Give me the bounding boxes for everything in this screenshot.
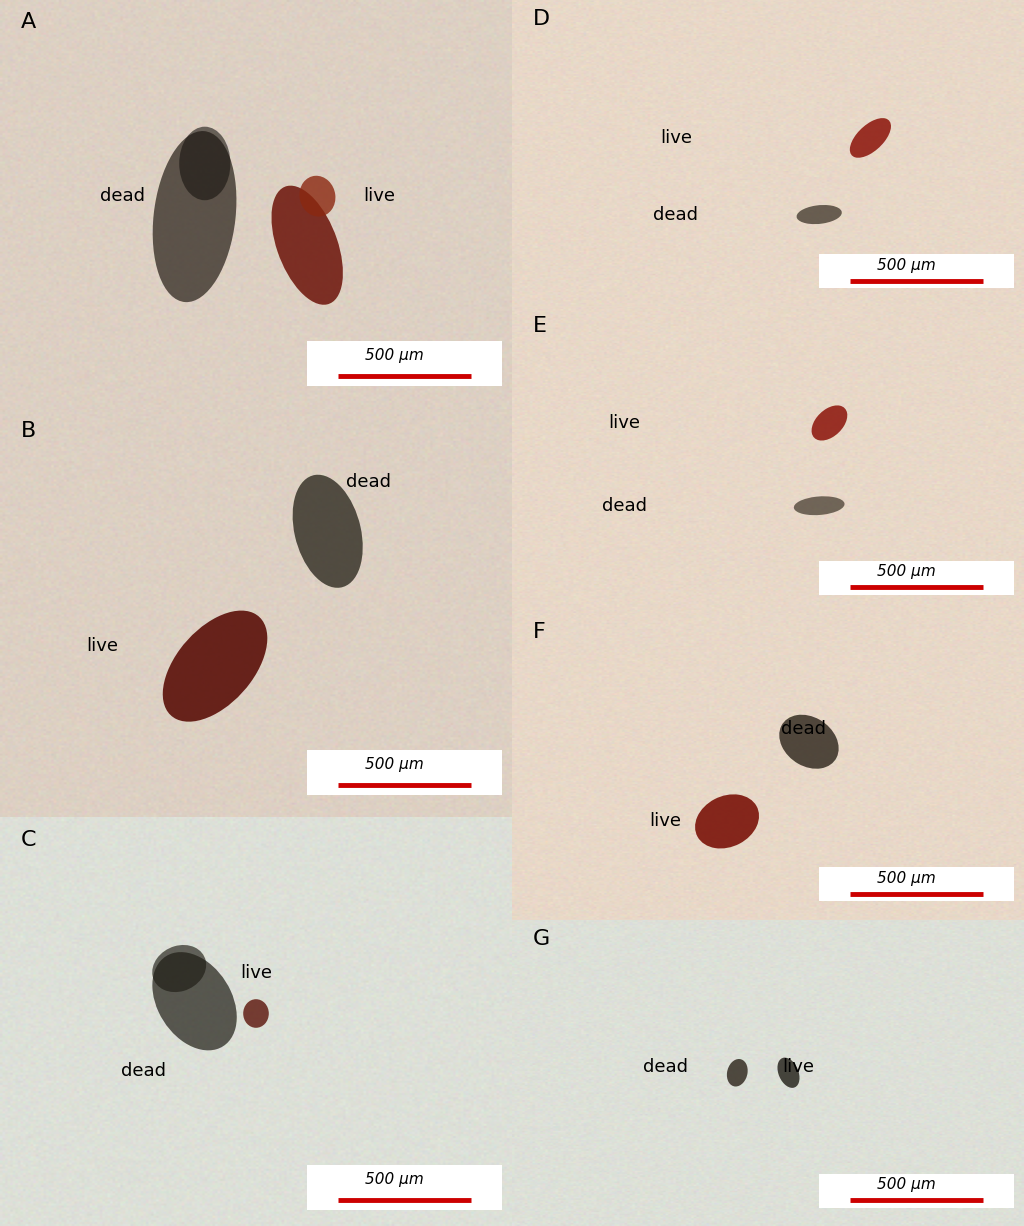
FancyBboxPatch shape: [819, 560, 1014, 595]
FancyBboxPatch shape: [307, 341, 502, 386]
Text: dead: dead: [653, 206, 698, 223]
Ellipse shape: [163, 611, 267, 722]
Text: 500 μm: 500 μm: [878, 564, 936, 579]
Text: D: D: [532, 9, 550, 29]
Text: live: live: [86, 636, 119, 655]
FancyBboxPatch shape: [307, 750, 502, 794]
Text: C: C: [20, 830, 36, 850]
Ellipse shape: [727, 1059, 748, 1086]
Ellipse shape: [794, 497, 845, 515]
Text: 500 μm: 500 μm: [366, 1172, 424, 1187]
Ellipse shape: [299, 175, 336, 217]
Text: live: live: [240, 964, 272, 982]
Ellipse shape: [244, 999, 268, 1027]
Ellipse shape: [695, 794, 759, 848]
Text: dead: dead: [346, 473, 391, 492]
Ellipse shape: [153, 945, 206, 992]
FancyBboxPatch shape: [819, 1175, 1014, 1208]
FancyBboxPatch shape: [819, 254, 1014, 288]
Text: G: G: [532, 929, 550, 949]
Text: E: E: [532, 315, 547, 336]
Text: dead: dead: [121, 1062, 166, 1080]
Text: F: F: [532, 622, 545, 642]
Text: B: B: [20, 421, 36, 441]
Ellipse shape: [850, 118, 891, 158]
Text: 500 μm: 500 μm: [878, 1177, 936, 1192]
Text: 500 μm: 500 μm: [366, 756, 424, 772]
Ellipse shape: [812, 406, 847, 440]
Text: dead: dead: [100, 188, 145, 205]
Ellipse shape: [779, 715, 839, 769]
Text: live: live: [782, 1058, 815, 1075]
Text: 500 μm: 500 μm: [366, 348, 424, 363]
Text: live: live: [659, 129, 692, 147]
Ellipse shape: [179, 126, 230, 200]
Text: 500 μm: 500 μm: [878, 870, 936, 885]
Ellipse shape: [153, 953, 237, 1051]
FancyBboxPatch shape: [819, 868, 1014, 901]
Ellipse shape: [777, 1058, 800, 1087]
Text: 500 μm: 500 μm: [878, 257, 936, 272]
Text: dead: dead: [781, 721, 826, 738]
FancyBboxPatch shape: [307, 1165, 502, 1210]
Text: live: live: [608, 414, 641, 432]
Text: dead: dead: [602, 497, 647, 515]
Ellipse shape: [271, 185, 343, 305]
Text: live: live: [649, 813, 682, 830]
Ellipse shape: [797, 205, 842, 224]
Text: A: A: [20, 12, 36, 32]
Text: live: live: [362, 188, 395, 205]
Text: dead: dead: [643, 1058, 688, 1075]
Ellipse shape: [153, 131, 237, 302]
Ellipse shape: [293, 474, 362, 587]
